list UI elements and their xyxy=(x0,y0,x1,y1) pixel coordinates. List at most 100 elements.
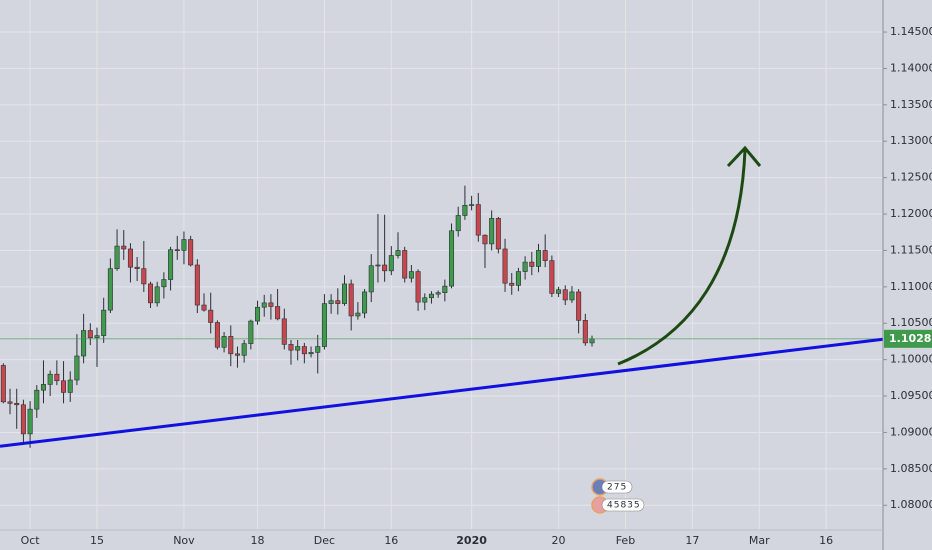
candle-body xyxy=(315,346,321,353)
candle-body xyxy=(281,318,287,345)
candle-body xyxy=(268,302,274,307)
candle-body xyxy=(469,204,475,206)
candle-body xyxy=(74,355,80,381)
candle-body xyxy=(161,279,167,288)
candle-body xyxy=(462,205,468,216)
candle-body xyxy=(549,260,555,294)
x-tick-label: 17 xyxy=(685,534,699,547)
candle-body xyxy=(194,264,200,306)
x-tick-label: 2020 xyxy=(456,534,487,547)
candle-body xyxy=(168,249,174,280)
candle-body xyxy=(255,306,261,322)
candle-body xyxy=(328,300,334,304)
candle-body xyxy=(248,320,254,344)
candle-body xyxy=(181,239,187,251)
candle-body xyxy=(362,291,368,314)
candle-body xyxy=(449,230,455,287)
event-badge-label: 275 xyxy=(607,483,627,493)
y-tick-label: 1.08000 xyxy=(890,498,932,511)
candle-body xyxy=(27,408,33,435)
candle-body xyxy=(422,297,428,303)
candle-body xyxy=(395,250,401,256)
candle-body xyxy=(141,268,147,285)
y-tick-label: 1.12500 xyxy=(890,171,932,184)
x-tick-label: Oct xyxy=(21,534,41,547)
candle-body xyxy=(241,343,247,356)
candle-body xyxy=(562,289,568,301)
plot-area xyxy=(0,185,884,448)
candle-body xyxy=(14,403,20,406)
candle-body xyxy=(442,285,448,293)
candle-body xyxy=(415,271,421,303)
last-price-label: 1.10286 xyxy=(889,332,932,345)
y-tick-label: 1.11500 xyxy=(890,243,932,256)
candle-body xyxy=(101,309,107,336)
grid xyxy=(0,0,883,530)
candle-body xyxy=(40,384,46,391)
candle-body xyxy=(221,336,227,348)
y-tick-label: 1.08500 xyxy=(890,462,932,475)
arrow-head xyxy=(726,145,762,168)
last-price-box xyxy=(884,329,932,348)
candle-body xyxy=(388,255,394,272)
candle-body xyxy=(7,401,13,404)
candle-body xyxy=(234,353,240,356)
x-tick-label: Mar xyxy=(749,534,770,547)
axes: 1.08000 1.08500 1.09000 1.09500 1.10000 1.105… xyxy=(21,25,932,547)
candle-body xyxy=(54,373,60,382)
candle-body xyxy=(428,293,434,299)
candle-body xyxy=(201,304,207,311)
candle-body xyxy=(87,330,93,339)
candle-body xyxy=(0,365,6,403)
trendline xyxy=(0,337,884,448)
y-tick-label: 1.14500 xyxy=(890,25,932,38)
event-badge xyxy=(601,498,645,512)
candle-body xyxy=(582,320,588,344)
candle-body xyxy=(375,264,381,267)
y-tick-label: 1.09000 xyxy=(890,425,932,438)
candle-body xyxy=(295,346,301,351)
x-tick-label: Dec xyxy=(314,534,335,547)
candle-body xyxy=(435,292,441,295)
candle-body xyxy=(489,218,495,245)
candle-body xyxy=(174,249,180,252)
candle-body xyxy=(576,291,582,321)
x-tick-label: 16 xyxy=(384,534,398,547)
candle-body xyxy=(148,283,154,304)
candle-body xyxy=(188,239,194,266)
forecast-arrow xyxy=(617,149,747,366)
candle-body xyxy=(355,312,361,317)
candle-body xyxy=(368,265,374,293)
candle-body xyxy=(94,335,100,339)
candle-body xyxy=(382,264,388,272)
candle-body xyxy=(515,271,521,286)
y-tick-label: 1.09500 xyxy=(890,389,932,402)
candle-body xyxy=(569,291,575,301)
y-tick-label: 1.11000 xyxy=(890,280,932,293)
candle-body xyxy=(522,261,528,272)
candle-body xyxy=(335,300,341,304)
candle-body xyxy=(127,248,133,268)
event-badge-label: 45835 xyxy=(607,501,641,511)
candle-body xyxy=(214,322,220,348)
candle-body xyxy=(535,250,541,267)
candle-body xyxy=(475,204,481,236)
candle-body xyxy=(275,306,281,320)
candle-body xyxy=(47,373,53,385)
candle-body xyxy=(502,248,508,284)
candle-body xyxy=(20,404,26,435)
candle-body xyxy=(509,282,515,286)
x-tick-label: 15 xyxy=(90,534,104,547)
candle-body xyxy=(134,266,140,269)
x-tick-label: Nov xyxy=(173,534,195,547)
candle-body xyxy=(482,234,488,245)
x-tick-label: 20 xyxy=(552,534,566,547)
candle-body xyxy=(81,330,87,357)
candle-body xyxy=(542,250,548,261)
candle-body xyxy=(121,245,127,250)
candle-body xyxy=(348,283,354,317)
y-tick-label: 1.10500 xyxy=(890,316,932,329)
candle-body xyxy=(589,338,595,344)
candle-body xyxy=(495,218,501,250)
